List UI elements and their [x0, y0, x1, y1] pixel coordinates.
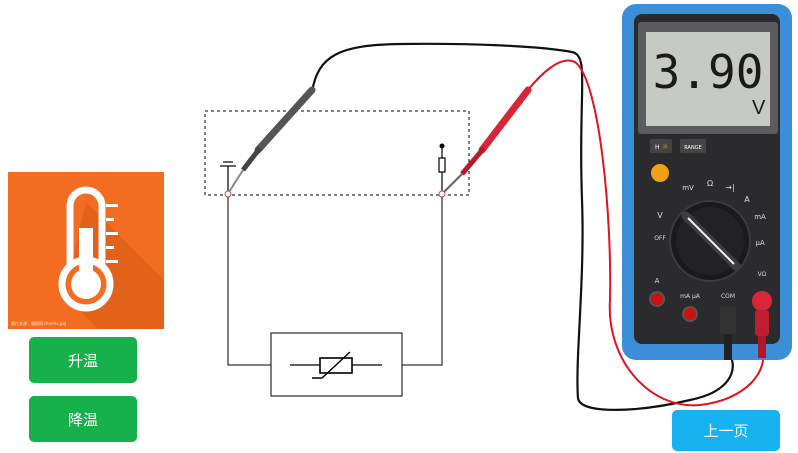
previous-page-button[interactable]: 上一页: [672, 410, 780, 451]
supply-resistor-icon: [438, 146, 446, 192]
thermometer-icon: [58, 186, 164, 329]
range-button[interactable]: [680, 139, 706, 153]
svg-text:A: A: [655, 277, 660, 285]
a-jack[interactable]: [649, 291, 665, 307]
red-probe-wire: [527, 59, 765, 407]
light-icon: ☼: [662, 143, 668, 151]
cool-down-button[interactable]: 降温: [29, 396, 137, 442]
svg-text:mA: mA: [754, 213, 766, 221]
svg-text:RANGE: RANGE: [684, 145, 701, 151]
svg-text:μA: μA: [755, 239, 764, 247]
image-caption: 图片来源：摄图网 thermo.jpg: [11, 321, 67, 326]
lcd-screen: [646, 32, 770, 126]
probe-point-box: [204, 110, 470, 196]
supply-node: [439, 143, 445, 149]
com-probe-plug[interactable]: [720, 306, 736, 360]
v-probe-plug[interactable]: [752, 291, 772, 358]
hold-button[interactable]: [650, 139, 672, 153]
svg-text:OFF: OFF: [654, 235, 666, 242]
lcd-reading: 3.90: [653, 45, 764, 99]
black-probe-wire: [310, 42, 734, 411]
svg-text:mV: mV: [682, 184, 694, 192]
black-probe[interactable]: [228, 86, 316, 193]
select-button[interactable]: [651, 164, 669, 182]
ma-ua-jack[interactable]: [682, 306, 698, 322]
diode-icon: →|: [725, 183, 734, 192]
red-probe[interactable]: [443, 86, 532, 193]
svg-text:COM: COM: [721, 293, 735, 300]
lcd-unit: V: [752, 97, 766, 119]
svg-text:A: A: [744, 195, 750, 204]
ground-icon: [220, 161, 236, 192]
rotary-dial[interactable]: [669, 200, 751, 282]
svg-text:V: V: [657, 211, 663, 220]
svg-text:H: H: [655, 144, 660, 151]
circuit-wire-left: [227, 197, 290, 366]
svg-text:Ω: Ω: [707, 179, 713, 188]
heat-up-button[interactable]: 升温: [29, 337, 137, 383]
thermometer-tile: 图片来源：摄图网 thermo.jpg: [8, 172, 164, 329]
multimeter: 3.90 V H ☼ RANGE mV Ω →| V A mA OFF μA A…: [622, 4, 792, 360]
svg-text:VΩ: VΩ: [758, 271, 767, 278]
svg-text:mA μA: mA μA: [680, 293, 701, 300]
